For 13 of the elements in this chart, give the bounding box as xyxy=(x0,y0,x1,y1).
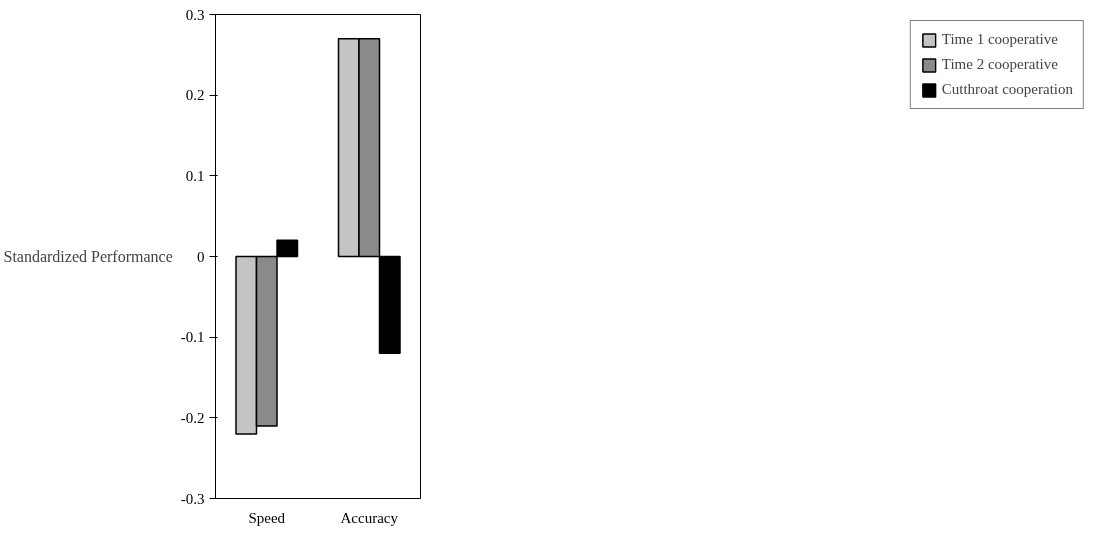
legend-label: Time 1 cooperative xyxy=(941,31,1058,48)
y-tick-label: -0.1 xyxy=(180,329,205,346)
x-tick-label: Speed xyxy=(248,509,286,526)
y-tick-label: 0.1 xyxy=(185,167,205,184)
legend-label: Time 2 cooperative xyxy=(941,56,1058,73)
y-tick-label: 0.3 xyxy=(185,6,205,23)
y-tick-label: -0.3 xyxy=(180,490,205,507)
x-tick-label: Accuracy xyxy=(340,509,399,526)
y-tick-label: 0.2 xyxy=(185,87,205,104)
legend-label: Cutthroat cooperation xyxy=(941,81,1073,98)
y-tick-label: -0.2 xyxy=(180,409,205,426)
y-tick-label: 0 xyxy=(197,248,205,265)
y-axis-title: Standardized Performance xyxy=(3,248,173,265)
